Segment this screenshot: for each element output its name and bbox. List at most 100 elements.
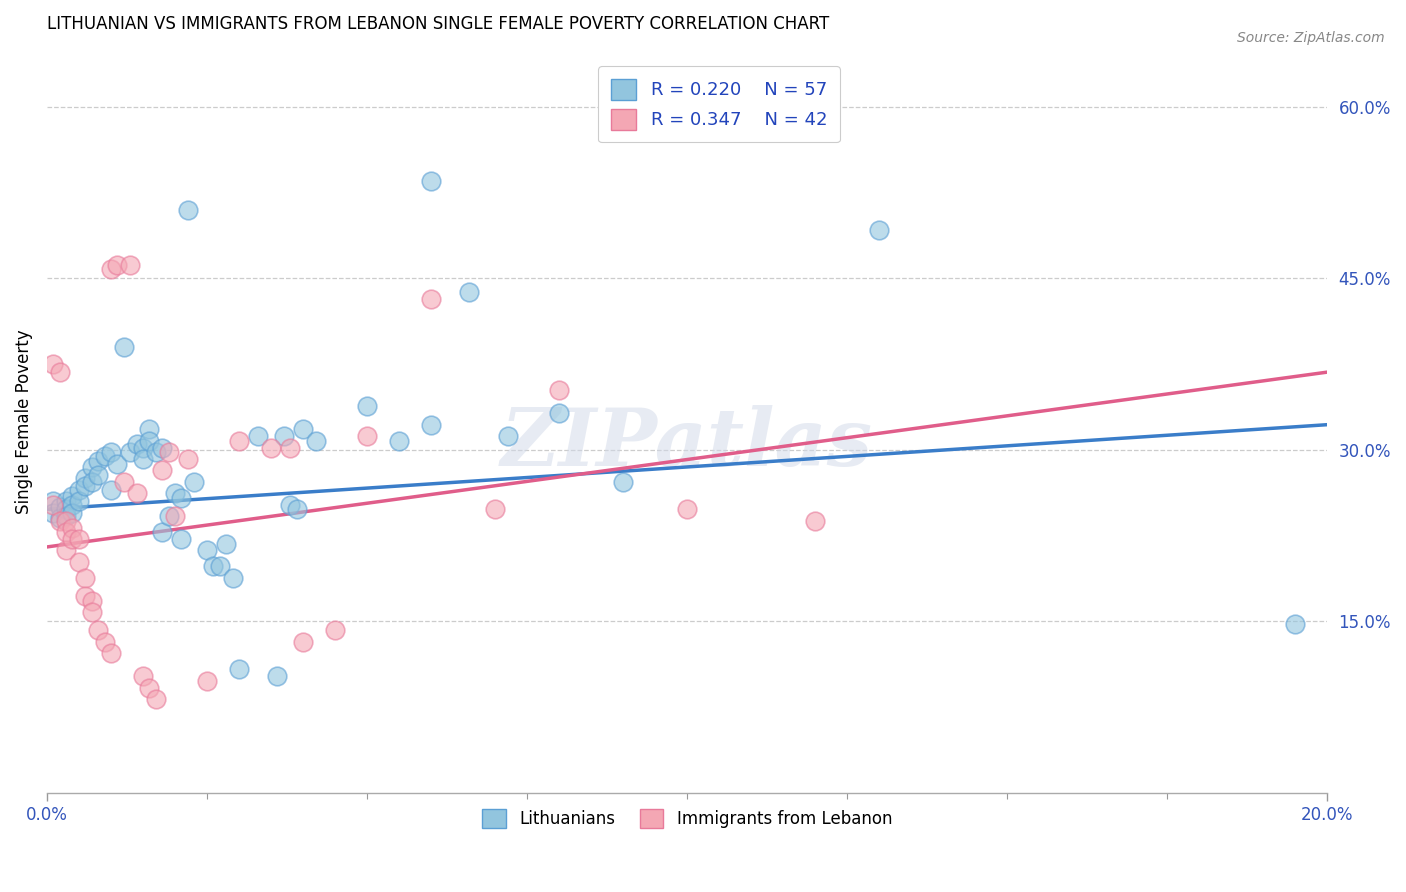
Point [266,669,288,683]
Point [42,494,65,508]
Point [150,525,173,540]
Point [48,511,70,525]
Point [87,624,110,638]
Point [484,502,506,516]
Text: LITHUANIAN VS IMMIGRANTS FROM LEBANON SINGLE FEMALE POVERTY CORRELATION CHART: LITHUANIAN VS IMMIGRANTS FROM LEBANON SI… [46,15,830,33]
Point [420,174,443,188]
Point [228,662,250,676]
Point [291,422,314,436]
Point [48,365,70,379]
Point [323,624,346,638]
Point [202,559,225,574]
Point [138,434,160,448]
Point [195,543,218,558]
Point [145,445,167,459]
Point [80,593,103,607]
Point [260,441,283,455]
Point [221,571,243,585]
Point [163,509,186,524]
Point [55,514,77,528]
Point [278,441,301,455]
Point [157,445,180,459]
Point [273,429,295,443]
Point [75,589,97,603]
Point [215,536,238,550]
Point [120,445,142,459]
Point [183,475,205,489]
Point [150,441,173,455]
Point [67,532,90,546]
Point [132,452,155,467]
Point [125,486,148,500]
Text: Source: ZipAtlas.com: Source: ZipAtlas.com [1237,31,1385,45]
Point [356,429,378,443]
Point [195,673,218,688]
Point [67,494,90,508]
Point [67,483,90,497]
Point [75,571,97,585]
Point [100,646,122,660]
Point [87,467,110,482]
Point [132,669,155,683]
Point [48,500,70,514]
Point [67,555,90,569]
Point [80,475,103,489]
Point [170,532,193,546]
Point [676,502,699,516]
Point [55,543,77,558]
Point [1284,616,1306,631]
Point [80,459,103,474]
Point [55,509,77,524]
Y-axis label: Single Female Poverty: Single Female Poverty [15,329,32,514]
Point [42,357,65,371]
Point [157,509,180,524]
Point [420,292,443,306]
Point [612,475,634,489]
Point [138,681,160,695]
Point [305,434,328,448]
Point [548,384,571,398]
Point [150,463,173,477]
Point [132,441,155,455]
Point [420,417,443,432]
Point [100,483,122,497]
Point [291,635,314,649]
Point [208,559,231,574]
Point [868,223,890,237]
Point [112,340,135,354]
Point [80,605,103,619]
Point [93,449,115,463]
Point [55,502,77,516]
Point [388,434,411,448]
Point [93,635,115,649]
Point [87,454,110,468]
Point [100,445,122,459]
Point [177,202,200,217]
Point [62,520,84,534]
Point [62,532,84,546]
Point [170,491,193,505]
Point [496,429,519,443]
Point [62,489,84,503]
Point [62,506,84,520]
Point [42,506,65,520]
Point [48,514,70,528]
Point [55,494,77,508]
Point [105,457,128,471]
Legend: Lithuanians, Immigrants from Lebanon: Lithuanians, Immigrants from Lebanon [474,800,900,837]
Point [548,406,571,420]
Point [163,486,186,500]
Point [356,400,378,414]
Point [228,434,250,448]
Point [177,452,200,467]
Text: ZIPatlas: ZIPatlas [501,405,873,483]
Point [804,514,827,528]
Point [105,258,128,272]
Point [75,471,97,485]
Point [278,498,301,512]
Point [458,285,481,299]
Point [145,692,167,706]
Point [120,258,142,272]
Point [247,429,270,443]
Point [55,525,77,540]
